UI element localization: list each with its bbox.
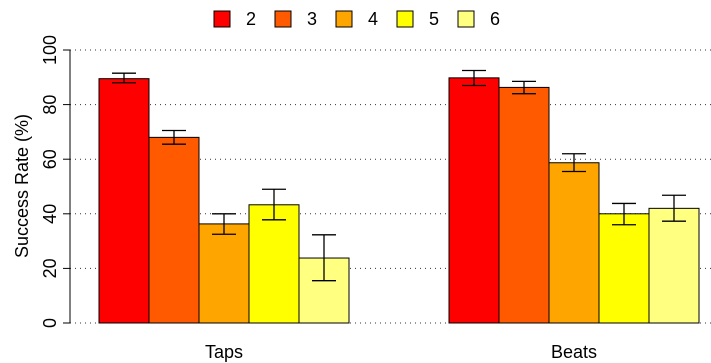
legend-label: 5 xyxy=(429,9,439,29)
bar xyxy=(148,136,200,324)
bars xyxy=(98,77,700,324)
grid-lines xyxy=(70,49,711,324)
bar xyxy=(198,223,250,324)
legend-label: 2 xyxy=(246,9,256,29)
legend-swatch xyxy=(457,10,475,28)
y-axis: 0 20 40 60 80 100 xyxy=(40,35,71,328)
bar xyxy=(598,213,650,324)
bar xyxy=(548,162,600,324)
legend-swatch xyxy=(213,10,231,28)
error-bars xyxy=(112,69,686,282)
x-category-label: Taps xyxy=(205,342,243,362)
y-tick-label: 80 xyxy=(40,95,60,115)
bar xyxy=(448,77,500,324)
y-tick-label: 60 xyxy=(40,149,60,169)
legend-label: 3 xyxy=(307,9,317,29)
y-tick-label: 0 xyxy=(40,318,60,328)
y-tick-label: 20 xyxy=(40,258,60,278)
y-axis-title: Success Rate (%) xyxy=(12,114,32,258)
bar xyxy=(498,86,550,324)
y-tick-label: 40 xyxy=(40,204,60,224)
legend-label: 4 xyxy=(368,9,378,29)
bar xyxy=(648,207,700,324)
bar xyxy=(98,78,150,324)
legend-label: 6 xyxy=(490,9,500,29)
bar xyxy=(248,204,300,324)
x-axis-labels: Taps Beats xyxy=(205,342,597,362)
y-tick-label: 100 xyxy=(40,35,60,65)
legend-swatch xyxy=(274,10,292,28)
legend-swatch xyxy=(335,10,353,28)
legend-swatch xyxy=(396,10,414,28)
legend: 2 3 4 5 6 xyxy=(213,9,500,29)
x-category-label: Beats xyxy=(551,342,597,362)
